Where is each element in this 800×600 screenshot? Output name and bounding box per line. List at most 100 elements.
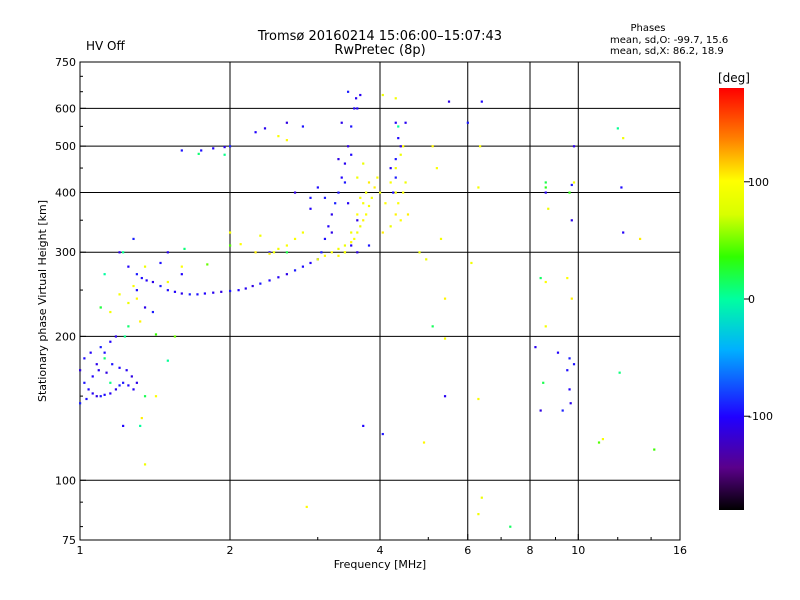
data-point — [91, 392, 94, 395]
data-point — [353, 237, 356, 241]
data-point — [572, 145, 576, 148]
data-point — [127, 325, 130, 328]
data-point — [277, 135, 280, 138]
data-point — [118, 384, 121, 387]
data-point — [572, 363, 576, 366]
data-point — [229, 231, 232, 234]
data-point — [544, 325, 547, 328]
data-point — [381, 93, 384, 97]
data-point — [305, 505, 308, 509]
data-point — [402, 191, 405, 194]
data-point — [159, 284, 162, 288]
data-point — [109, 340, 112, 343]
x-tick-label: 16 — [673, 544, 687, 557]
data-point — [229, 244, 232, 247]
data-point — [143, 395, 147, 398]
data-point — [323, 237, 327, 241]
data-point — [379, 191, 382, 194]
data-point — [616, 127, 619, 130]
data-point — [203, 292, 206, 295]
y-tick-label: 600 — [55, 102, 76, 115]
data-point — [285, 251, 288, 254]
data-point — [166, 280, 169, 284]
data-point — [397, 137, 400, 140]
data-point — [285, 244, 288, 247]
data-point — [597, 441, 601, 444]
data-point — [196, 293, 199, 296]
data-point — [293, 191, 297, 194]
data-point — [135, 289, 138, 292]
data-point — [381, 432, 384, 436]
data-point — [443, 297, 447, 300]
data-point — [239, 243, 242, 246]
data-point — [356, 107, 359, 110]
data-point — [350, 153, 353, 156]
data-point — [544, 191, 547, 194]
data-point — [447, 100, 451, 103]
data-point — [477, 186, 480, 189]
data-point — [367, 204, 371, 208]
data-point — [389, 181, 392, 184]
data-point — [139, 320, 142, 323]
data-point — [343, 181, 347, 184]
y-tick-label: 75 — [62, 534, 76, 547]
data-point — [572, 181, 576, 184]
data-point — [402, 145, 405, 148]
data-point — [470, 261, 473, 265]
title-line1: Tromsø 20160214 15:06:00–15:07:43 — [257, 29, 502, 44]
x-tick-label: 4 — [377, 544, 384, 557]
data-point — [132, 284, 135, 288]
data-point — [87, 388, 90, 391]
phases-x-stats: mean, sd,X: 86.2, 18.9 — [610, 46, 724, 57]
data-point — [268, 279, 271, 282]
data-point — [323, 196, 327, 199]
data-point — [406, 213, 410, 216]
y-tick-label: 300 — [55, 246, 76, 259]
title-line2: RwPretec (8p) — [334, 43, 425, 58]
data-point — [159, 261, 162, 265]
data-point — [127, 301, 130, 305]
data-point — [263, 127, 267, 130]
data-point — [166, 251, 169, 254]
data-point — [259, 234, 262, 237]
data-point — [188, 293, 191, 296]
data-point — [132, 388, 135, 391]
data-point — [356, 176, 359, 179]
data-point — [346, 145, 350, 148]
data-point — [206, 263, 209, 266]
data-point — [79, 402, 82, 405]
data-point — [392, 191, 395, 194]
data-point — [109, 392, 112, 395]
data-point — [97, 369, 100, 372]
data-point — [544, 186, 547, 189]
x-tick-label: 2 — [227, 544, 234, 557]
data-point — [95, 395, 98, 398]
series-cyan-echoes — [154, 186, 656, 451]
data-point — [556, 351, 560, 354]
data-point — [114, 335, 118, 338]
data-point — [397, 125, 400, 128]
data-point — [85, 397, 88, 401]
data-point — [359, 225, 362, 228]
data-point — [132, 237, 135, 241]
data-point — [293, 237, 297, 241]
colorbar-tick-label: -100 — [748, 410, 773, 423]
data-point — [365, 191, 368, 194]
data-point — [223, 146, 226, 149]
data-point — [330, 213, 333, 216]
data-point — [356, 213, 359, 216]
data-point — [547, 207, 550, 210]
data-point — [367, 181, 371, 184]
data-point — [356, 231, 359, 234]
data-point — [394, 176, 397, 179]
data-point — [384, 202, 387, 205]
data-point — [180, 265, 183, 268]
data-point — [431, 145, 434, 148]
colorbar-tick-label: 0 — [748, 293, 755, 306]
data-point — [143, 306, 147, 309]
data-point — [480, 100, 483, 103]
data-point — [123, 335, 126, 338]
data-point — [154, 333, 158, 336]
data-point — [309, 207, 312, 210]
phases-title: Phases — [630, 23, 665, 34]
